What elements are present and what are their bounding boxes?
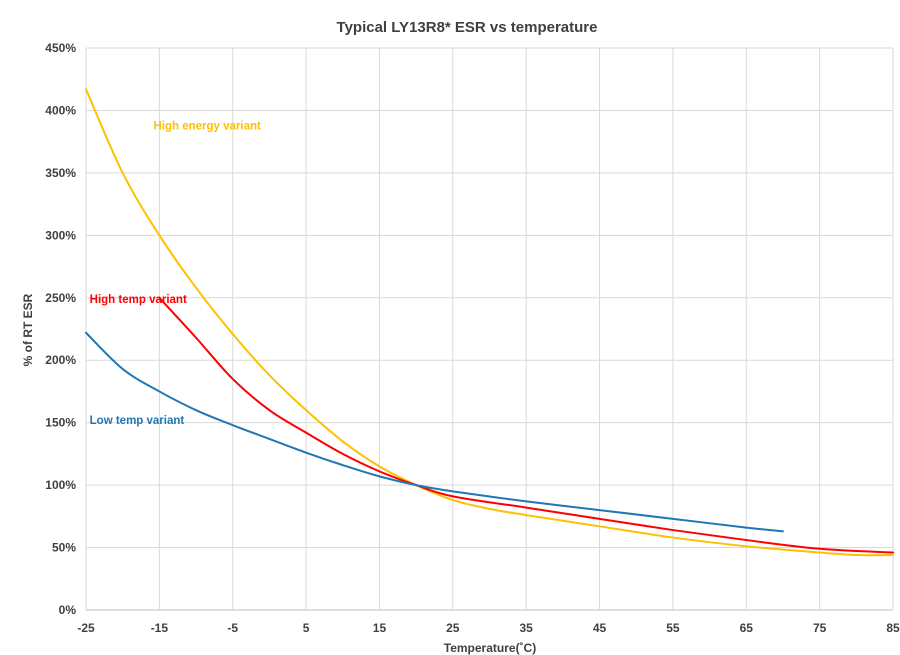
y-tick-label: 150% [45, 416, 76, 430]
series-label: High energy variant [153, 120, 261, 132]
y-axis-ticks: 0% 50% 100% 150% 200% 250% 300% 350% 400% 450% [45, 41, 76, 617]
x-tick-label: 55 [666, 621, 680, 635]
y-tick-label: 450% [45, 41, 76, 55]
x-axis-ticks: -25 -15 -5 5 15 25 35 45 55 65 75 85 [77, 621, 900, 635]
x-tick-label: 45 [593, 621, 607, 635]
gridlines [85, 47, 894, 611]
y-tick-label: 350% [45, 166, 76, 180]
x-axis-label: Temperature(˚C) [444, 641, 536, 655]
y-tick-label: 300% [45, 228, 76, 242]
series-label: High temp variant [90, 294, 187, 306]
x-tick-label: 85 [886, 621, 900, 635]
chart-title: Typical LY13R8* ESR vs temperature [337, 19, 598, 36]
series-lines [85, 88, 894, 557]
y-tick-label: 200% [45, 353, 76, 367]
x-tick-label: 5 [303, 621, 310, 635]
y-tick-label: 0% [59, 603, 77, 617]
x-tick-label: 65 [740, 621, 754, 635]
series-annotations: High energy variant High temp variant Low … [90, 120, 261, 427]
x-tick-label: -5 [227, 621, 238, 635]
y-tick-label: 100% [45, 478, 76, 492]
x-tick-label: -25 [77, 621, 95, 635]
x-tick-label: 75 [813, 621, 827, 635]
y-axis-label: % of RT ESR [21, 293, 35, 366]
series-line-high-temp-variant [158, 296, 894, 554]
x-tick-label: 25 [446, 621, 460, 635]
x-tick-label: 35 [520, 621, 534, 635]
series-line-low-temp-variant [85, 331, 784, 533]
y-tick-label: 250% [45, 291, 76, 305]
y-tick-label: 400% [45, 103, 76, 117]
series-label: Low temp variant [90, 415, 185, 427]
x-tick-label: 15 [373, 621, 387, 635]
y-tick-label: 50% [52, 541, 76, 555]
x-tick-label: -15 [151, 621, 169, 635]
